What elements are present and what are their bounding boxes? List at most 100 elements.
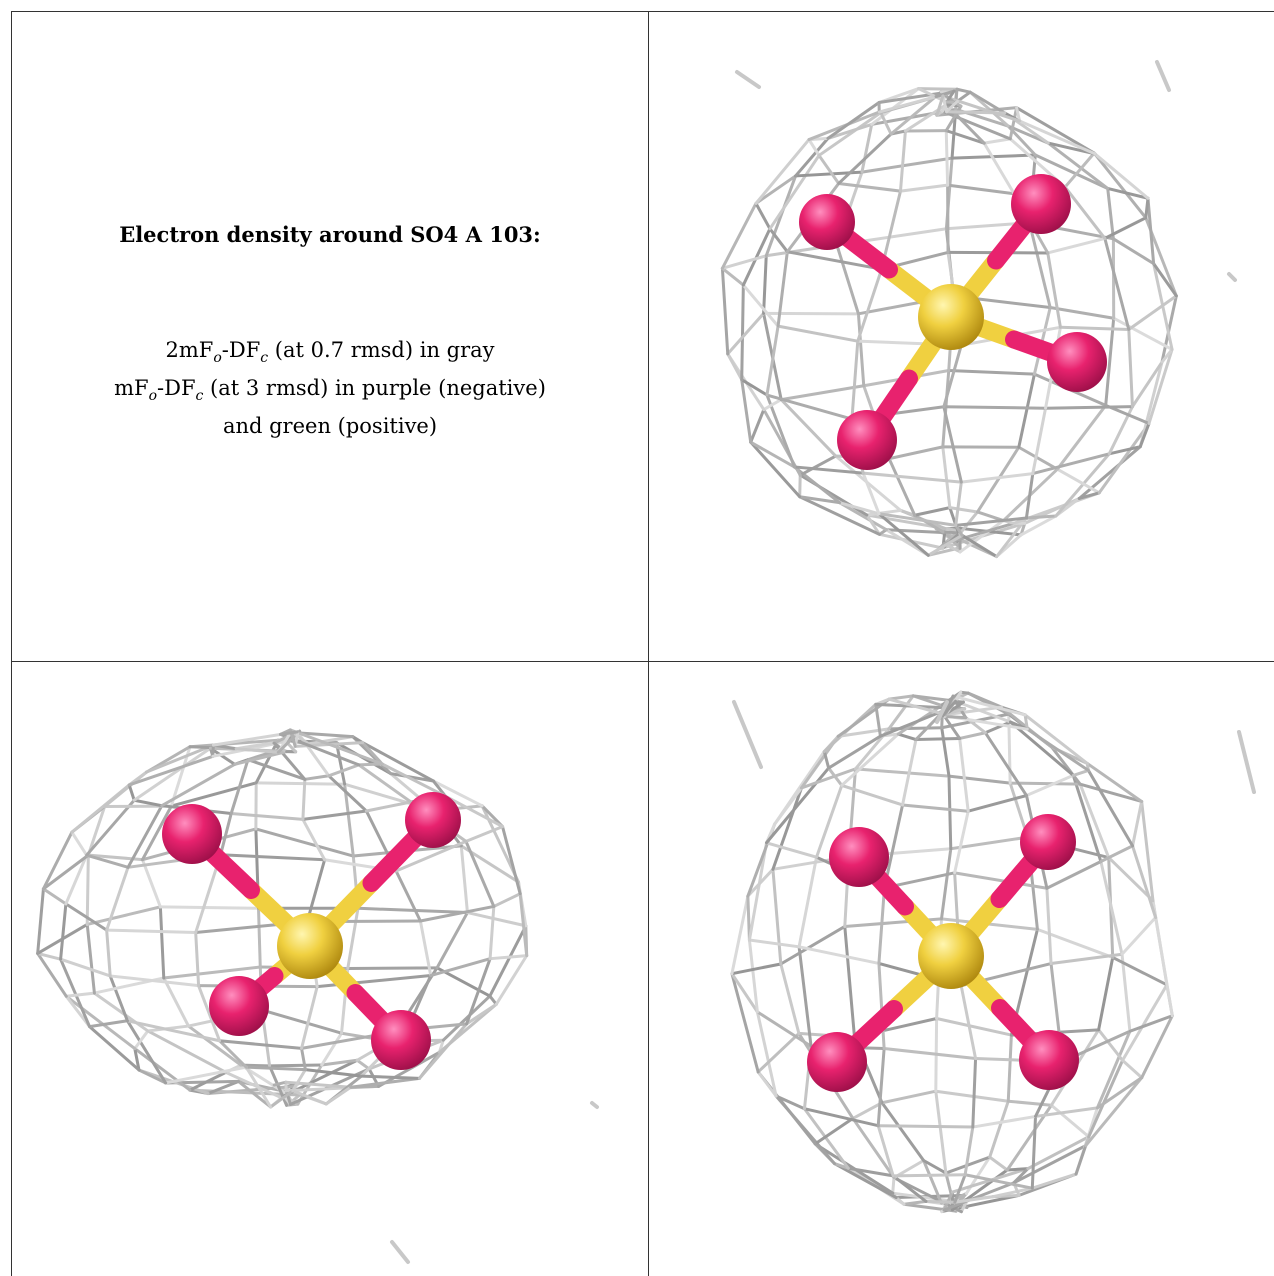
mesh-edge [488, 994, 498, 1006]
mesh-edge [943, 715, 968, 720]
mesh-edge [802, 1107, 850, 1170]
mesh-edge [954, 480, 963, 527]
mesh-edge [346, 906, 360, 971]
panel-view-3 [649, 662, 1274, 1276]
mesh-edge [1015, 106, 1022, 123]
mesh-edge [465, 1002, 498, 1026]
mesh-edge [764, 174, 798, 258]
mesh-edge [779, 398, 838, 458]
mesh-edge [518, 892, 529, 958]
mesh-edge [747, 841, 769, 942]
mesh-edge [813, 1116, 855, 1146]
mesh-edge [827, 766, 844, 787]
mesh-edge [133, 1047, 141, 1072]
mesh-edge [488, 904, 496, 961]
caption-line-1-b: -DF [221, 338, 261, 362]
mesh-edge [726, 311, 766, 356]
mesh-edge [162, 965, 262, 980]
mesh-edge [1097, 955, 1115, 1032]
mesh-edge [798, 495, 881, 536]
mesh-edge [1107, 445, 1142, 456]
mesh-edge [877, 886, 886, 965]
mesh-edge [1097, 421, 1151, 495]
mesh-edge [1025, 773, 1075, 798]
mesh-edge [1111, 955, 1169, 987]
caption-line-2-b: -DF [157, 376, 196, 401]
mesh-edge [162, 976, 190, 1028]
stray-density-fragment [735, 70, 761, 89]
mesh-edge [291, 1068, 307, 1093]
mesh-edge [935, 94, 945, 117]
mesh-edge [838, 501, 881, 516]
mesh-edge [1086, 768, 1135, 848]
mesh-edge [327, 763, 361, 778]
mesh-edge [877, 512, 958, 527]
mesh-edge [976, 510, 1005, 523]
mesh-edge [837, 181, 902, 193]
mesh-edge [1131, 844, 1158, 920]
mesh-edge [1017, 372, 1036, 449]
sulfur-atom [277, 913, 343, 979]
mesh-edge [1071, 768, 1090, 777]
mesh-edge [327, 774, 368, 813]
mesh-edge [219, 853, 327, 862]
mesh-edge [288, 728, 384, 766]
mesh-edge [140, 858, 162, 909]
mesh-edge [133, 1029, 150, 1051]
mesh-edge [797, 945, 881, 965]
mesh-edge [882, 1047, 978, 1061]
mesh-edge [960, 533, 999, 559]
mesh-edge [951, 694, 1027, 717]
mesh-edge [229, 812, 305, 821]
mesh-edge [720, 254, 768, 270]
caption-title: Electron density around SO4 A 103: [119, 222, 541, 247]
mesh-edge [64, 994, 137, 1051]
mesh-edge [1140, 799, 1155, 903]
mesh-edge [356, 906, 469, 915]
mesh-edge [133, 1047, 192, 1092]
mesh-edge [768, 153, 821, 231]
mesh-edge [749, 408, 766, 444]
stray-density-fragment [590, 1101, 599, 1109]
mesh-edge [856, 267, 884, 343]
mesh-edge [953, 871, 1049, 890]
oxygen-atom [1047, 332, 1107, 392]
mesh-edge [1146, 196, 1156, 266]
mesh-edge [954, 699, 1012, 724]
mesh-edge [1071, 773, 1103, 864]
mesh-edge [343, 782, 355, 858]
oxygen-atom [209, 976, 269, 1036]
mesh-edge [944, 129, 986, 145]
mesh-edge [730, 972, 760, 1074]
mesh-edge [991, 1186, 1034, 1199]
mesh-edge [934, 1089, 1010, 1103]
mesh-edge [802, 1107, 880, 1128]
mesh-edge [917, 87, 959, 91]
mesh-edge [296, 731, 355, 739]
mesh-edge [955, 90, 972, 103]
mesh-edge [959, 526, 1023, 537]
mesh-edge [887, 697, 947, 717]
table-top-border [11, 11, 1274, 12]
mesh-edge [359, 1074, 421, 1080]
mesh-edge [1015, 106, 1096, 155]
mesh-edge [1085, 761, 1144, 803]
mesh-edge [158, 905, 260, 910]
so4-molecule [807, 814, 1079, 1092]
mesh-edge [755, 1010, 813, 1048]
mesh-edge [1018, 119, 1097, 156]
mesh-edge [922, 1159, 948, 1175]
mesh-edge [954, 523, 964, 537]
stray-density-fragment [1155, 60, 1171, 92]
mesh-edge [1063, 151, 1096, 189]
mesh-edge [896, 732, 918, 742]
mesh-edge [730, 972, 759, 1014]
mesh-edge [898, 183, 950, 193]
mesh-edge [246, 758, 307, 781]
mesh-edge [926, 533, 964, 557]
mesh-edge [837, 132, 893, 185]
mesh-edge [856, 312, 866, 388]
mesh-edge [1144, 196, 1150, 220]
oxygen-atom [829, 827, 889, 887]
mesh-edge [754, 174, 798, 205]
